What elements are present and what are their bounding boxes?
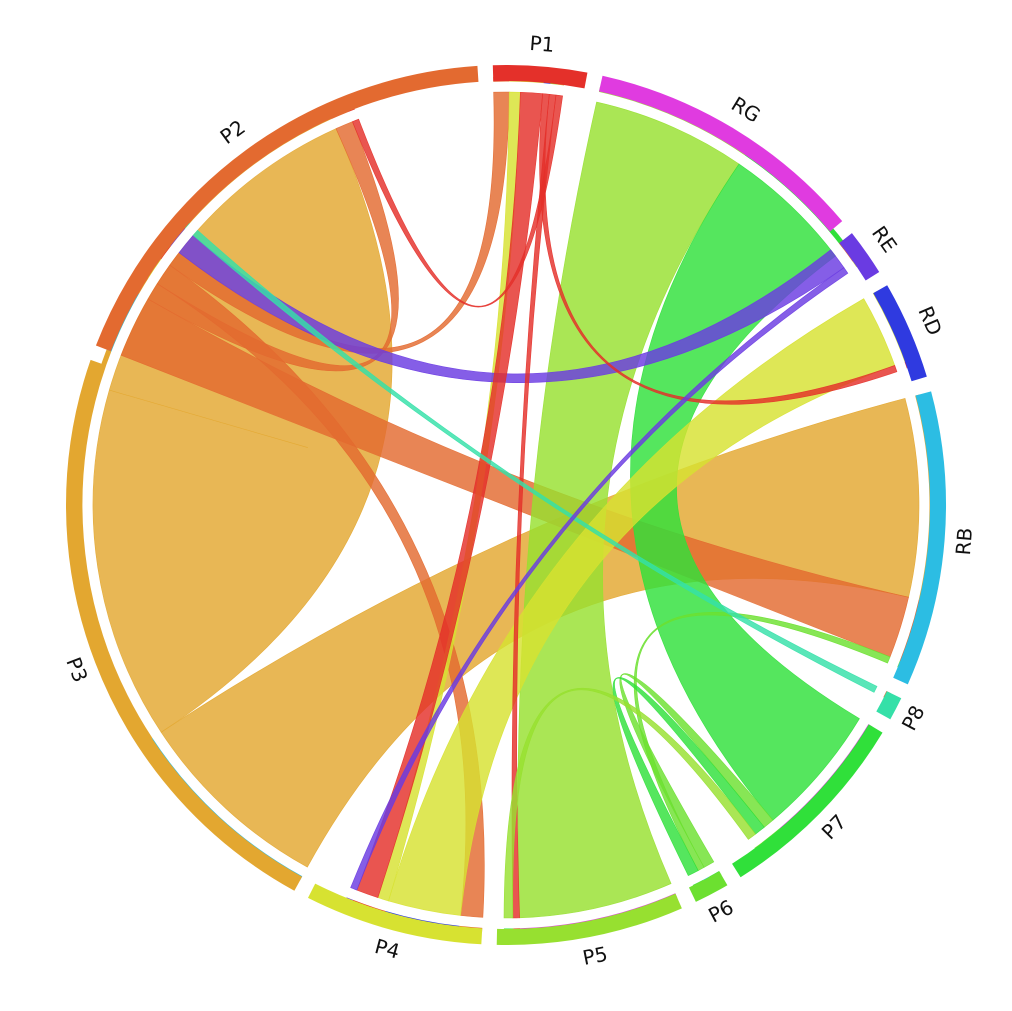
ribbon-p4-rd — [388, 298, 896, 916]
ribbon-p2-p4 — [156, 264, 485, 918]
ribbon-p7-rg — [630, 163, 860, 821]
ribbon-layer — [92, 91, 920, 919]
segment-label-p8: P8 — [897, 701, 930, 734]
segment-arc-p7 — [732, 724, 883, 878]
segment-arc-p6 — [688, 871, 728, 902]
ribbon-re-p4 — [350, 267, 849, 891]
ribbon-p1-p4 — [356, 91, 543, 898]
segment-label-p2: P2 — [216, 115, 250, 149]
ribbon-p5-p7 — [503, 688, 756, 919]
ribbon-re-p2 — [178, 234, 845, 383]
segment-label-p4: P4 — [372, 934, 402, 964]
segment-arc-p8 — [876, 691, 902, 720]
segment-label-p3: P3 — [61, 654, 92, 686]
segment-label-re: RE — [867, 221, 902, 257]
segment-arc-rb — [893, 391, 946, 685]
segment-label-rb: RB — [951, 527, 977, 556]
ribbon-p7-p6 — [612, 677, 765, 877]
segment-arc-p4 — [307, 883, 483, 945]
segment-label-p1: P1 — [529, 31, 556, 57]
segment-label-p6: P6 — [704, 895, 737, 928]
ribbon-p6-rb — [633, 612, 891, 871]
segment-arc-rg — [599, 75, 843, 232]
segment-label-p5: P5 — [581, 942, 610, 970]
segment-arc-re — [839, 233, 880, 281]
segment-arc-layer — [66, 65, 946, 945]
ribbon-p1-rd — [539, 93, 898, 405]
ribbon-p1-p3 — [352, 94, 563, 308]
segment-label-rd: RD — [913, 303, 947, 339]
segment-arc-p3 — [66, 359, 303, 891]
ribbon-p1-p5 — [511, 93, 557, 919]
segment-label-rg: RG — [727, 92, 765, 128]
segment-arc-rd — [873, 285, 927, 382]
segment-label-p7: P7 — [817, 810, 851, 845]
segment-arc-p2 — [95, 65, 479, 352]
ribbon-p8-p2 — [192, 229, 878, 693]
segment-arc-p5 — [496, 893, 682, 945]
segment-arc-p1 — [492, 65, 588, 89]
